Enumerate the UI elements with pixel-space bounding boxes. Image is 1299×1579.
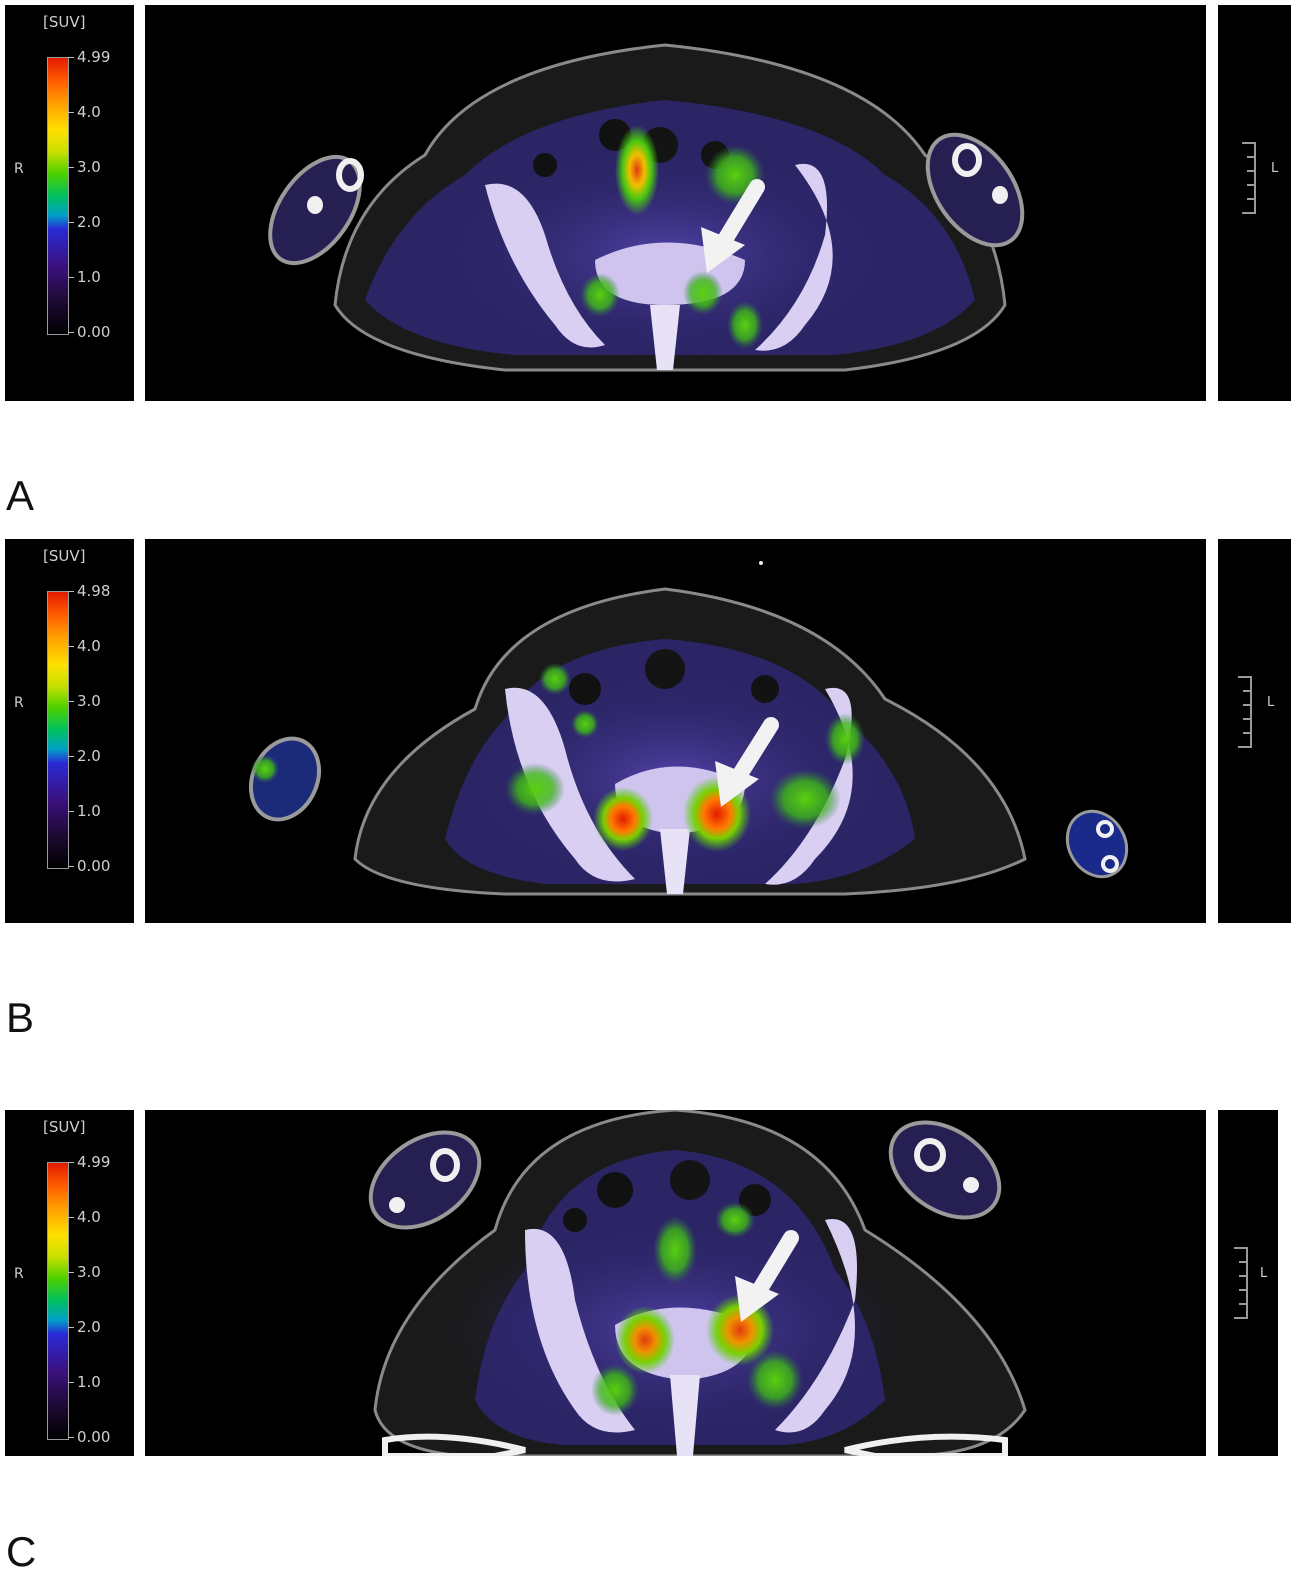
- suv-color-scale: [SUV] R 4.99 4.0 3.0 2.0 1.0 0.00: [5, 5, 134, 401]
- scale-label-3: 3.0: [77, 1263, 101, 1281]
- panel-label-b: B: [6, 994, 35, 1041]
- scale-label-2: 2.0: [77, 1318, 101, 1336]
- right-side-label: R: [14, 1266, 24, 1282]
- scale-label-0: 0.00: [77, 1428, 111, 1446]
- pet-ct-image-c: [145, 1110, 1206, 1456]
- arrow-indicator: [715, 717, 779, 807]
- scale-ticks: [68, 1162, 76, 1438]
- scale-ticks: [68, 591, 76, 867]
- scale-label-0: 0.00: [77, 323, 111, 341]
- orientation-panel: L: [1218, 5, 1291, 401]
- scale-label-3: 3.0: [77, 692, 101, 710]
- left-side-label: L: [1267, 695, 1275, 710]
- panel-label-c: C: [6, 1528, 37, 1575]
- scale-label-2: 2.0: [77, 747, 101, 765]
- pet-ct-image-b: [145, 539, 1206, 923]
- right-side-label: R: [14, 695, 24, 711]
- orientation-panel: L: [1218, 539, 1291, 923]
- scale-label-4: 4.0: [77, 1208, 101, 1226]
- arrow-indicator: [701, 179, 765, 273]
- panel-a: [SUV] R 4.99 4.0 3.0 2.0 1.0 0.00: [0, 5, 1299, 401]
- color-bar: [47, 1162, 69, 1440]
- scale-label-1: 1.0: [77, 802, 101, 820]
- right-side-label: R: [14, 161, 24, 177]
- pet-ct-axial-slice-c: [368, 1110, 1027, 1456]
- scale-label-3: 3.0: [77, 158, 101, 176]
- pet-ct-image-a: [145, 5, 1206, 401]
- left-side-label: L: [1260, 1266, 1268, 1281]
- panel-b: [SUV] R 4.98 4.0 3.0 2.0 1.0 0.00: [0, 539, 1299, 923]
- panel-label-a: A: [6, 472, 35, 519]
- arrow-indicator: [735, 1230, 799, 1322]
- scale-ticks: [68, 57, 76, 333]
- suv-unit-label: [SUV]: [43, 547, 86, 565]
- scale-label-4: 4.0: [77, 637, 101, 655]
- scale-max-label: 4.98: [77, 582, 111, 600]
- distance-ruler-icon: [1238, 676, 1252, 748]
- panel-c: [SUV] R 4.99 4.0 3.0 2.0 1.0 0.00: [0, 1110, 1299, 1456]
- scale-label-4: 4.0: [77, 103, 101, 121]
- scale-label-0: 0.00: [77, 857, 111, 875]
- scale-label-1: 1.0: [77, 1373, 101, 1391]
- pet-ct-axial-slice-a: [268, 43, 1025, 372]
- distance-ruler-icon: [1242, 142, 1256, 214]
- suv-unit-label: [SUV]: [43, 13, 86, 31]
- suv-color-scale: [SUV] R 4.99 4.0 3.0 2.0 1.0 0.00: [5, 1110, 134, 1456]
- suv-unit-label: [SUV]: [43, 1118, 86, 1136]
- suv-color-scale: [SUV] R 4.98 4.0 3.0 2.0 1.0 0.00: [5, 539, 134, 923]
- scale-max-label: 4.99: [77, 1153, 111, 1171]
- orientation-panel: L: [1218, 1110, 1278, 1456]
- scale-label-2: 2.0: [77, 213, 101, 231]
- color-bar: [47, 57, 69, 335]
- scale-max-label: 4.99: [77, 48, 111, 66]
- scale-label-1: 1.0: [77, 268, 101, 286]
- pet-ct-axial-slice-b: [248, 561, 1129, 896]
- left-side-label: L: [1271, 161, 1279, 176]
- distance-ruler-icon: [1234, 1247, 1248, 1319]
- color-bar: [47, 591, 69, 869]
